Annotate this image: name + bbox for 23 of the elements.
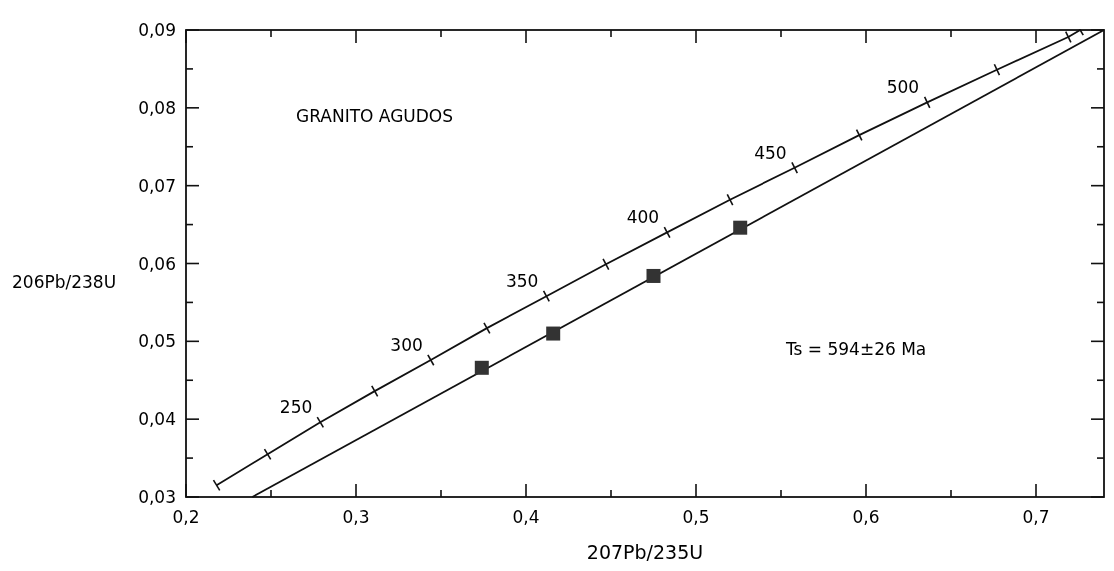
y-tick-label: 0,08 bbox=[138, 97, 176, 118]
annotation: GRANITO AGUDOS bbox=[296, 106, 454, 126]
annotation: 450 bbox=[754, 142, 787, 163]
annotation: 350 bbox=[505, 271, 539, 292]
x-tick-label: 0,6 bbox=[852, 507, 880, 527]
annotation: Ts = 594±26 Ma bbox=[785, 339, 927, 359]
y-tick-label: 0,05 bbox=[138, 331, 176, 352]
y-tick-label: 0,07 bbox=[138, 175, 176, 196]
x-tick-label: 0,2 bbox=[172, 507, 200, 527]
y-tick-label: 0,03 bbox=[138, 487, 176, 507]
x-tick-label: 0,3 bbox=[342, 507, 370, 527]
x-tick-label: 0,4 bbox=[512, 507, 540, 527]
x-tick-label: 0,7 bbox=[1022, 507, 1050, 527]
annotation: 300 bbox=[390, 335, 423, 356]
y-tick-label: 0,04 bbox=[138, 409, 176, 430]
annotation: 250 bbox=[279, 397, 313, 418]
x-tick-label: 0,5 bbox=[682, 507, 710, 527]
annotation: 400 bbox=[626, 207, 660, 228]
y-tick-label: 0,06 bbox=[138, 253, 176, 274]
y-tick-label: 0,09 bbox=[138, 20, 176, 40]
annotation: 500 bbox=[886, 77, 920, 98]
y-axis-title: 206Pb/238U bbox=[12, 272, 117, 292]
x-axis-title: 207Pb/235U bbox=[586, 541, 704, 563]
